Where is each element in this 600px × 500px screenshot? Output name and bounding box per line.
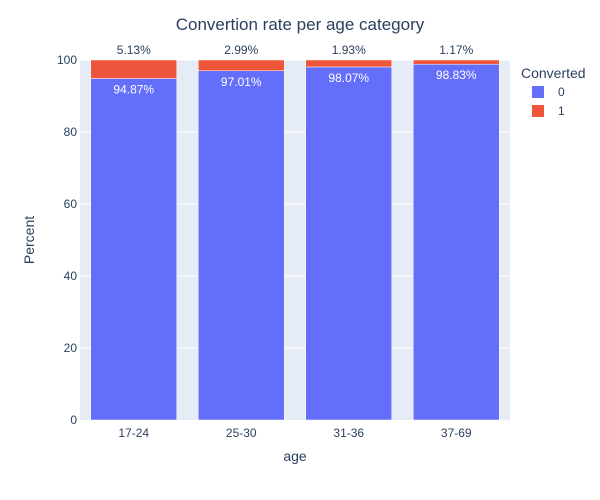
bar-17-24-series-0 bbox=[90, 78, 177, 421]
y-axis-ticks: 0 20 40 60 80 100 bbox=[57, 53, 77, 427]
bar-17-24-series-1 bbox=[90, 59, 177, 79]
x-tick-label: 31-36 bbox=[333, 426, 364, 440]
legend-swatch-1[interactable] bbox=[532, 105, 544, 117]
bar-37-69-series-1 bbox=[413, 59, 500, 65]
y-axis-title: Percent bbox=[21, 216, 37, 264]
bar-31-36-series-0 bbox=[305, 66, 392, 421]
chart-title: Convertion rate per age category bbox=[176, 15, 425, 34]
y-tick-label: 40 bbox=[64, 269, 78, 283]
y-tick-label: 100 bbox=[57, 53, 77, 67]
bar-25-30-series-0 bbox=[198, 70, 285, 421]
data-labels: 94.87% 5.13% 97.01% 2.99% 98.07% 1.93% 98.83% 1… bbox=[113, 43, 477, 96]
x-tick-label: 17-24 bbox=[118, 426, 149, 440]
bars bbox=[90, 59, 500, 421]
data-label: 1.17% bbox=[439, 43, 473, 57]
y-tick-label: 20 bbox=[64, 341, 78, 355]
x-axis-ticks: 17-24 25-30 31-36 37-69 bbox=[118, 426, 472, 440]
x-axis-title: age bbox=[283, 448, 307, 464]
x-tick-label: 25-30 bbox=[226, 426, 257, 440]
data-label: 5.13% bbox=[117, 43, 151, 57]
legend-title: Converted bbox=[521, 65, 586, 81]
data-label: 97.01% bbox=[221, 75, 262, 89]
y-tick-label: 60 bbox=[64, 197, 78, 211]
legend-item-label[interactable]: 0 bbox=[558, 85, 565, 99]
bar-31-36-series-1 bbox=[305, 59, 392, 68]
y-tick-label: 80 bbox=[64, 125, 78, 139]
legend-item-label[interactable]: 1 bbox=[558, 104, 565, 118]
data-label: 98.83% bbox=[436, 68, 477, 82]
bar-25-30-series-1 bbox=[198, 59, 285, 72]
data-label: 98.07% bbox=[328, 71, 369, 85]
data-label: 94.87% bbox=[113, 82, 154, 96]
legend-swatch-0[interactable] bbox=[532, 86, 544, 98]
data-label: 1.93% bbox=[332, 43, 366, 57]
y-tick-label: 0 bbox=[70, 413, 77, 427]
x-tick-label: 37-69 bbox=[441, 426, 472, 440]
legend: Converted 0 1 bbox=[521, 65, 586, 118]
bar-37-69-series-0 bbox=[413, 63, 500, 421]
data-label: 2.99% bbox=[224, 43, 258, 57]
